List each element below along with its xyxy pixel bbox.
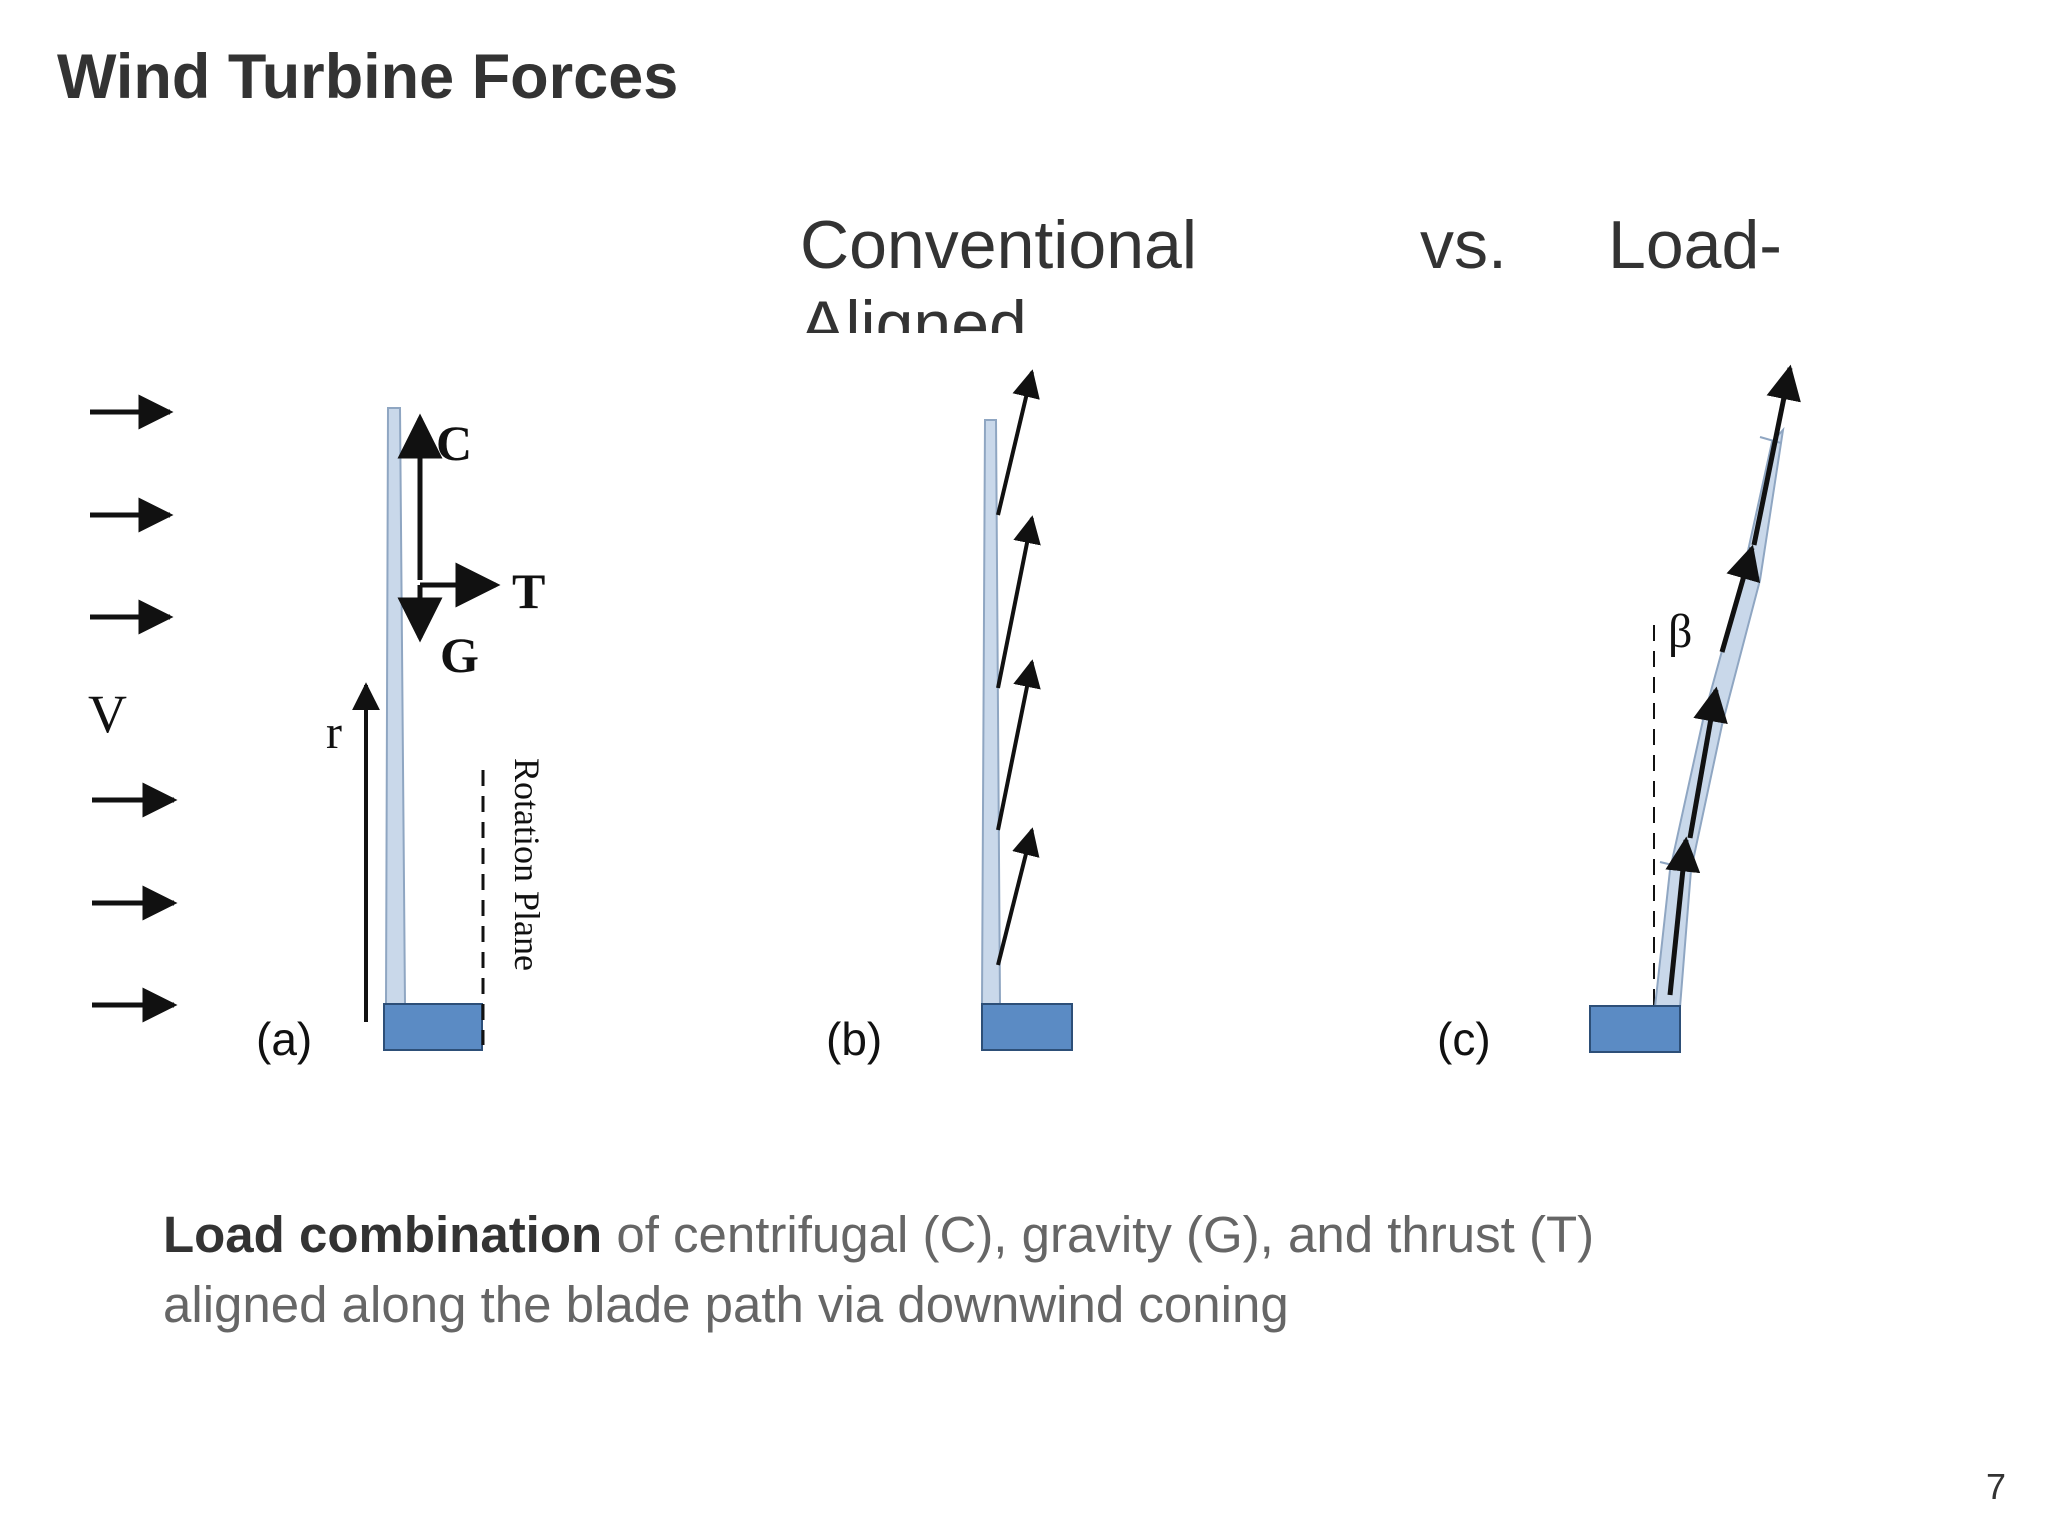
blade-conventional xyxy=(384,407,407,1005)
subtitle-load: Load- xyxy=(1608,207,1782,283)
panel-label-c: (c) xyxy=(1437,1013,1491,1065)
force-label-c: C xyxy=(436,415,472,471)
blade-conventional-b xyxy=(980,419,1002,1005)
caption-line-1-text: of centrifugal (C), gravity (G), and thr… xyxy=(602,1206,1595,1263)
cone-angle-label: β xyxy=(1668,605,1692,658)
caption-line-2: aligned along the blade path via downwin… xyxy=(163,1276,1289,1333)
panel-label-a: (a) xyxy=(256,1013,312,1065)
subtitle-vs: vs. xyxy=(1420,207,1507,283)
slide-title: Wind Turbine Forces xyxy=(57,42,679,112)
aligned-force-arrow xyxy=(1719,544,1761,653)
rotation-plane-label: Rotation Plane xyxy=(507,758,547,971)
wind-arrows xyxy=(90,394,178,1023)
caption-line-1: Load combination of centrifugal (C), gra… xyxy=(163,1200,1963,1270)
panel-c: β (c) xyxy=(1437,364,1801,1065)
resultant-force-arrow xyxy=(996,369,1040,516)
resultant-force-arrow xyxy=(996,515,1041,689)
panel-label-b: (b) xyxy=(826,1013,882,1065)
subtitle-aligned-overflow: Aligned xyxy=(800,287,1027,333)
hub-a xyxy=(383,1003,483,1051)
aligned-force-arrow xyxy=(1751,364,1801,546)
subtitle-conventional: Conventional xyxy=(800,207,1197,283)
caption-bold-term: Load combination xyxy=(163,1206,603,1263)
slide-caption: Load combination of centrifugal (C), gra… xyxy=(163,1200,1963,1340)
page-number: 7 xyxy=(1985,1466,2006,1507)
resultant-force-arrow xyxy=(996,827,1040,966)
comparison-subtitle: Conventional vs. Load- Aligned xyxy=(800,205,1900,333)
force-label-g: G xyxy=(440,627,479,683)
hub-b xyxy=(981,1003,1073,1051)
blade-coned xyxy=(1653,426,1785,1008)
force-label-t: T xyxy=(512,563,545,619)
panel-b: (b) xyxy=(826,369,1073,1065)
hub-c xyxy=(1589,1005,1681,1053)
panel-a: V r C T G Rotation Plane (a) xyxy=(88,394,547,1065)
wind-velocity-label: V xyxy=(88,684,127,744)
aligned-force-arrow xyxy=(1687,686,1728,839)
aligned-force-arrow xyxy=(1665,836,1701,996)
radius-label: r xyxy=(326,706,342,759)
resultant-force-arrow xyxy=(996,659,1041,831)
